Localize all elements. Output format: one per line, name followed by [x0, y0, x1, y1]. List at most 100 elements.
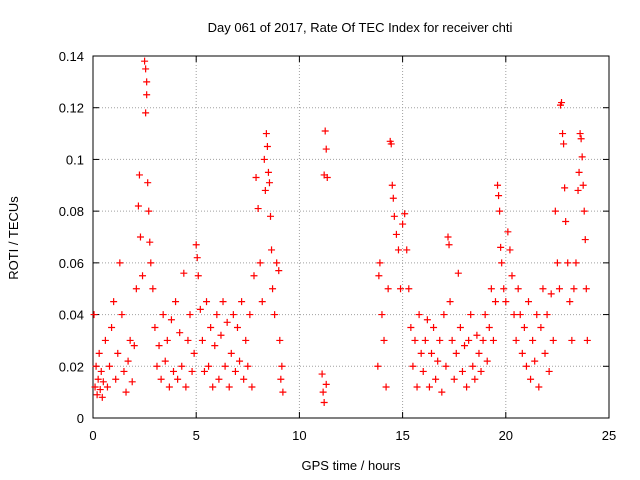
data-point: [483, 357, 491, 365]
data-points: [90, 57, 591, 406]
data-point: [279, 388, 287, 396]
data-point: [467, 311, 475, 319]
y-axis-label: ROTI / TECUs: [6, 196, 21, 280]
data-point: [549, 336, 557, 344]
data-point: [566, 298, 574, 306]
data-point: [510, 311, 518, 319]
data-point: [582, 285, 590, 293]
data-point: [465, 336, 473, 344]
data-point: [236, 357, 244, 365]
data-point: [525, 298, 533, 306]
data-point: [531, 357, 539, 365]
data-point: [95, 349, 103, 357]
y-tick-label: 0.14: [59, 49, 84, 64]
data-point: [159, 311, 167, 319]
data-point: [518, 349, 526, 357]
data-point: [207, 324, 215, 331]
data-point: [318, 370, 326, 378]
x-tick-label: 5: [193, 428, 200, 443]
data-point: [545, 367, 553, 375]
data-point: [151, 324, 159, 331]
x-tick-label: 10: [292, 428, 306, 443]
gridlines: [93, 56, 609, 418]
data-point: [417, 349, 425, 357]
data-point: [275, 267, 283, 275]
data-point: [500, 285, 508, 293]
data-point: [227, 349, 235, 357]
data-point: [172, 298, 180, 306]
data-point: [442, 362, 450, 370]
data-point: [475, 349, 483, 357]
x-tick-label: 0: [89, 428, 96, 443]
data-point: [456, 324, 464, 331]
data-point: [205, 362, 213, 370]
data-point: [96, 386, 104, 394]
data-point: [423, 316, 431, 324]
data-point: [223, 318, 231, 326]
data-point: [153, 362, 161, 370]
data-point: [452, 349, 460, 357]
data-point: [543, 311, 551, 319]
data-point: [421, 336, 429, 344]
axis-ticks: 0 5 10 15 20 25 0 0.02 0.04 0.06 0.08 0.1 0.12 0.14: [59, 49, 617, 443]
data-point: [461, 342, 469, 350]
data-point: [114, 349, 122, 357]
data-point: [450, 375, 458, 383]
data-point: [178, 362, 186, 370]
data-point: [495, 192, 503, 200]
data-point: [436, 336, 444, 344]
data-point: [231, 367, 239, 375]
y-tick-label: 0.12: [59, 101, 84, 116]
data-point: [211, 342, 219, 350]
data-point: [273, 259, 281, 267]
data-point: [407, 324, 415, 331]
y-tick-label: 0.06: [59, 256, 84, 271]
data-point: [91, 383, 99, 391]
data-point: [319, 388, 327, 396]
data-point: [120, 367, 128, 375]
data-point: [547, 290, 555, 298]
data-point: [434, 357, 442, 365]
data-point: [143, 78, 151, 86]
data-point: [256, 259, 264, 267]
data-point: [90, 311, 98, 319]
data-point: [262, 130, 270, 138]
data-point: [425, 383, 433, 391]
data-point: [99, 378, 107, 386]
data-point: [219, 298, 227, 306]
data-point: [558, 99, 566, 107]
data-point: [494, 181, 502, 189]
data-point: [93, 391, 101, 399]
data-point: [155, 342, 163, 350]
data-point: [130, 342, 138, 350]
data-point: [502, 298, 510, 306]
data-point: [196, 305, 204, 313]
data-point: [568, 336, 576, 344]
data-point: [193, 254, 201, 262]
data-point: [209, 383, 217, 391]
data-point: [560, 140, 568, 148]
data-point: [188, 367, 196, 375]
data-point: [213, 311, 221, 319]
data-point: [225, 383, 233, 391]
data-point: [430, 324, 438, 331]
data-point: [580, 207, 588, 215]
data-point: [246, 311, 254, 319]
data-point: [248, 383, 256, 391]
data-point: [143, 91, 151, 99]
data-point: [261, 186, 269, 194]
data-point: [479, 336, 487, 344]
data-point: [529, 336, 537, 344]
data-point: [252, 174, 260, 182]
data-point: [458, 367, 466, 375]
data-point: [409, 362, 417, 370]
data-point: [200, 367, 208, 375]
data-point: [564, 259, 572, 267]
data-point: [401, 210, 409, 218]
data-point: [384, 285, 392, 293]
data-point: [229, 311, 237, 319]
data-point: [403, 246, 411, 254]
data-point: [254, 205, 262, 213]
data-point: [388, 181, 396, 189]
data-point: [578, 153, 586, 161]
